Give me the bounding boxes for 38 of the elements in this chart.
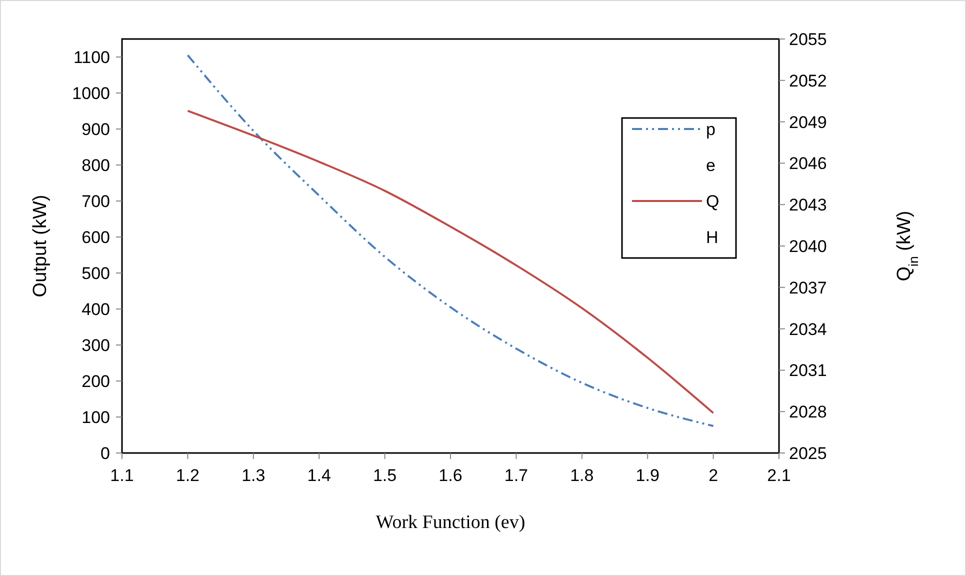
- y-tick-label: 500: [82, 264, 110, 283]
- y2-tick-label: 2034: [789, 320, 827, 339]
- x-tick-label: 1.6: [438, 466, 462, 485]
- y-tick-label: 700: [82, 192, 110, 211]
- y2-tick-label: 2055: [789, 30, 827, 49]
- y-tick-label: 300: [82, 336, 110, 355]
- y-tick-label: 600: [82, 228, 110, 247]
- y-axis-title: Output (kW): [30, 194, 51, 298]
- y2-tick-label: 2043: [789, 196, 827, 215]
- y2-tick-label: 2046: [789, 154, 827, 174]
- y2-tick-label: 2025: [789, 444, 827, 463]
- y-tick-label: 200: [82, 372, 110, 391]
- x-tick-label: 2: [708, 466, 718, 485]
- x-tick-label: 1.3: [242, 466, 266, 485]
- x-tick-label: 1.5: [372, 466, 397, 485]
- x-tick-label: 1.8: [570, 466, 594, 485]
- y2-tick-label: 2052: [789, 71, 827, 90]
- x-tick-label: 1.2: [176, 466, 200, 485]
- y-tick-label: 1000: [72, 84, 110, 103]
- x-tick-label: 1.9: [636, 466, 660, 485]
- y2-tick-label: 2040: [789, 237, 827, 256]
- y-tick-label: 0: [100, 444, 110, 463]
- x-tick-label: 1.7: [504, 466, 528, 485]
- y2-tick-label: 2049: [789, 112, 827, 132]
- y-tick-label: 800: [82, 156, 110, 175]
- y2-tick-label: 2031: [789, 361, 827, 380]
- y-tick-label: 1100: [73, 48, 110, 67]
- legend-label: QH: [706, 192, 720, 247]
- x-tick-label: 1.4: [307, 466, 331, 485]
- y-tick-label: 900: [82, 120, 110, 139]
- y2-tick-label: 2037: [789, 278, 827, 298]
- x-tick-label: 1.1: [110, 466, 134, 485]
- y-tick-label: 400: [82, 300, 110, 319]
- x-tick-label: 2.1: [767, 466, 791, 485]
- x-axis-title: Work Function (ev): [376, 512, 526, 533]
- y2-tick-label: 2028: [789, 402, 827, 422]
- legend-label: pe: [706, 120, 716, 175]
- y-tick-label: 100: [82, 408, 110, 427]
